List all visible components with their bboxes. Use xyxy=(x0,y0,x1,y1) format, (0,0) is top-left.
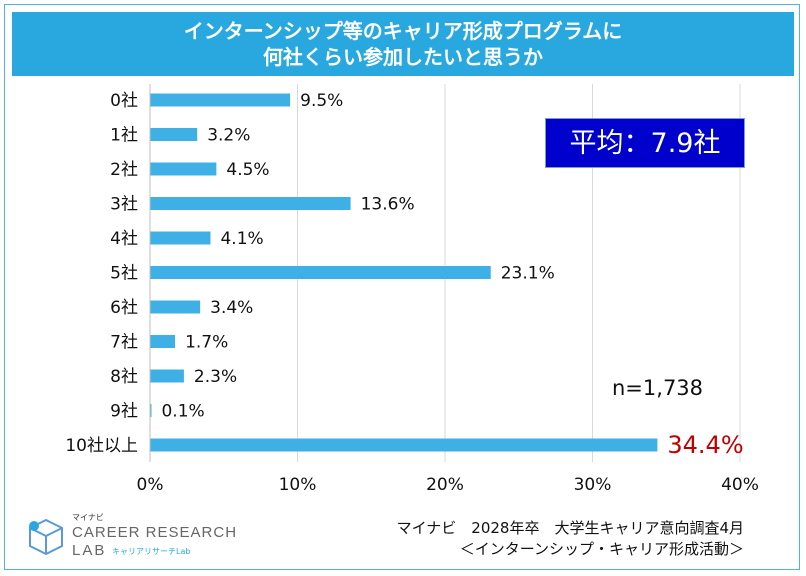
value-label: 4.1% xyxy=(220,229,263,249)
bar xyxy=(150,128,198,141)
x-tick-label: 40% xyxy=(721,475,759,495)
category-label: 6社 xyxy=(110,298,138,318)
value-label: 13.6% xyxy=(361,195,415,215)
category-label: 8社 xyxy=(110,367,138,387)
category-label: 7社 xyxy=(110,333,138,353)
bar xyxy=(150,197,351,210)
category-label: 1社 xyxy=(110,126,138,146)
category-label: 10社以上 xyxy=(65,436,138,456)
logo-main-text: CAREER RESEARCH xyxy=(72,524,238,541)
category-label: 3社 xyxy=(110,195,138,215)
bar xyxy=(150,300,201,314)
chart-frame xyxy=(4,4,800,570)
logo-sub-text: キャリアリサーチLab xyxy=(112,547,191,556)
logo: マイナビ CAREER RESEARCH LAB キャリアリサーチLab xyxy=(24,512,236,562)
category-label: 0社 xyxy=(110,91,138,111)
bar xyxy=(150,93,291,107)
value-label: 1.7% xyxy=(185,333,228,353)
bar xyxy=(150,162,217,176)
logo-cube-icon xyxy=(29,518,63,556)
bar xyxy=(150,335,176,348)
chart-title: インターンシップ等のキャリア形成プログラムに 何社くらい参加したいと思うか xyxy=(12,12,794,76)
category-label: 4社 xyxy=(110,229,138,249)
source-line-2: ＜インターンシップ・キャリア形成活動＞ xyxy=(459,540,744,558)
title-line-2: 何社くらい参加したいと思うか xyxy=(263,45,543,69)
value-label: 34.4% xyxy=(667,431,743,459)
bar xyxy=(150,231,211,245)
source-line-1: マイナビ 2028年卒 大学生キャリア意向調査4月 xyxy=(396,519,744,537)
value-label: 3.2% xyxy=(207,126,250,146)
x-tick-label: 10% xyxy=(279,475,317,495)
bar xyxy=(150,369,184,383)
x-tick-label: 20% xyxy=(426,475,464,495)
x-tick-label: 30% xyxy=(574,475,612,495)
value-label: 23.1% xyxy=(501,264,555,284)
title-line-1: インターンシップ等のキャリア形成プログラムに xyxy=(183,19,623,43)
value-label: 2.3% xyxy=(194,367,237,387)
bar xyxy=(150,404,152,417)
category-label: 5社 xyxy=(110,264,138,284)
value-label: 4.5% xyxy=(226,160,269,180)
source-note: マイナビ 2028年卒 大学生キャリア意向調査4月 ＜インターンシップ・キャリア… xyxy=(397,518,744,560)
average-badge: 平均：7.9社 xyxy=(545,118,745,168)
bar xyxy=(150,266,491,279)
bar xyxy=(150,438,658,452)
value-label: 9.5% xyxy=(300,91,343,111)
value-label: 0.1% xyxy=(161,402,204,422)
logo-lab-text: LAB xyxy=(72,542,107,559)
value-label: 3.4% xyxy=(210,298,253,318)
category-label: 2社 xyxy=(110,160,138,180)
sample-size-label: n=1,738 xyxy=(612,376,704,400)
logo-small-text: マイナビ xyxy=(72,513,104,522)
x-tick-label: 0% xyxy=(137,475,164,495)
category-label: 9社 xyxy=(110,402,138,422)
